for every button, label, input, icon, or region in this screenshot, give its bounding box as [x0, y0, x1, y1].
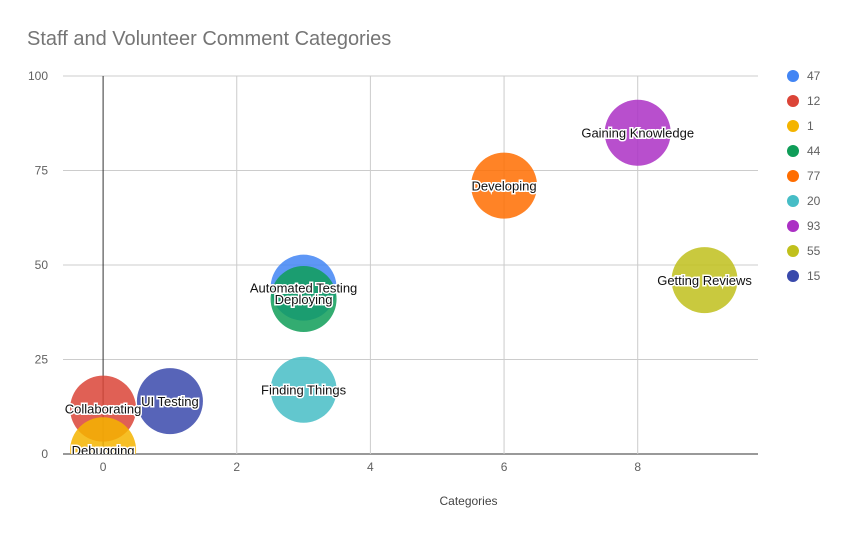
bubble-label: UI Testing: [141, 394, 199, 409]
bubble-label: Collaborating: [65, 402, 142, 417]
bubble-label-group: Automated Testing Collaborating Debugging D…: [63, 124, 754, 458]
legend-label: 47: [807, 69, 821, 83]
legend-swatch: [787, 195, 799, 207]
bubble-point: [136, 368, 203, 435]
legend-label: 55: [807, 244, 821, 258]
legend-swatch: [787, 170, 799, 182]
bubble-point: [471, 152, 538, 219]
legend-swatch: [787, 95, 799, 107]
x-tick-label: 0: [100, 460, 107, 474]
bubble-label: Gaining Knowledge: [581, 126, 694, 141]
legend-label: 12: [807, 94, 821, 108]
bubble-label: Finding Things: [261, 383, 347, 398]
legend-label: 44: [807, 144, 821, 158]
bubble-label: Deploying: [275, 292, 333, 307]
bubble-group: [70, 99, 738, 454]
legend-label: 93: [807, 219, 821, 233]
chart-title: Staff and Volunteer Comment Categories: [27, 28, 392, 50]
y-tick-label: 50: [35, 258, 49, 272]
legend-swatch: [787, 270, 799, 282]
legend-swatch: [787, 245, 799, 257]
x-tick-label: 4: [367, 460, 374, 474]
x-tick-label: 8: [634, 460, 641, 474]
y-tick-label: 100: [28, 69, 48, 83]
y-tick-label: 25: [35, 353, 49, 367]
bubble-point: [270, 266, 337, 333]
legend-swatch: [787, 145, 799, 157]
x-tick-label: 6: [501, 460, 508, 474]
y-tick-label: 75: [35, 164, 49, 178]
x-axis-title: Categories: [439, 494, 497, 508]
legend-label: 20: [807, 194, 821, 208]
bubble-point: [270, 356, 337, 423]
legend-label: 77: [807, 169, 821, 183]
legend-label: 15: [807, 269, 821, 283]
bubble-label: Debugging: [72, 443, 135, 458]
legend-swatch: [787, 220, 799, 232]
legend-label: 1: [807, 119, 814, 133]
bubble-label: Automated Testing: [250, 281, 357, 296]
bubble-point: [604, 99, 671, 166]
bubble-label: Getting Reviews: [657, 273, 752, 288]
bubble-point: [671, 247, 738, 314]
legend-swatch: [787, 70, 799, 82]
x-tick-label: 2: [233, 460, 240, 474]
y-tick-label: 0: [41, 447, 48, 461]
legend-swatch: [787, 120, 799, 132]
bubble-point: [70, 417, 137, 454]
bubble-label: Developing: [472, 179, 537, 194]
